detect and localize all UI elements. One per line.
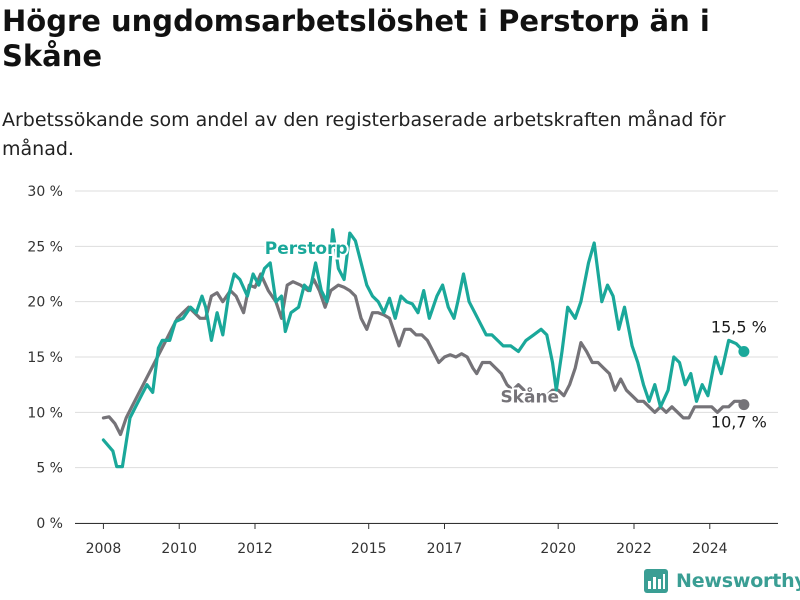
series-end-point (738, 345, 750, 357)
y-tick-label: 15 % (27, 350, 63, 366)
y-tick-label: 10 % (27, 405, 63, 421)
x-tick-label: 2010 (161, 541, 197, 557)
y-tick-label: 25 % (27, 239, 63, 255)
x-tick-label: 2015 (351, 541, 387, 557)
y-tick-label: 30 % (27, 184, 63, 200)
x-tick-label: 2008 (86, 541, 122, 557)
series-line-perstorp (101, 228, 746, 469)
x-tick-label: 2017 (427, 541, 463, 557)
series-label: Skåne (500, 385, 559, 407)
bar-chart-icon (644, 569, 668, 593)
series-end-label: 10,7 % (711, 413, 767, 432)
x-tick-label: 2024 (692, 541, 728, 557)
series-end-label: 15,5 % (711, 317, 767, 336)
y-tick-label: 0 % (36, 516, 63, 532)
x-tick-label: 2020 (540, 541, 576, 557)
chart-title: Högre ungdomsarbetslöshet i Perstorp än … (2, 4, 710, 73)
series-end-point (738, 399, 750, 411)
y-tick-label: 5 % (36, 461, 63, 477)
series-line-skåne (101, 272, 746, 437)
x-tick-label: 2022 (616, 541, 652, 557)
brand-name: Newsworthy (676, 570, 800, 592)
chart-subtitle: Arbetssökande som andel av den registerb… (2, 109, 726, 160)
series-label: Perstorp (265, 239, 348, 259)
newsworthy-logo: Newsworthy (643, 568, 800, 594)
x-tick-label: 2012 (237, 541, 273, 557)
y-tick-label: 20 % (27, 295, 63, 311)
